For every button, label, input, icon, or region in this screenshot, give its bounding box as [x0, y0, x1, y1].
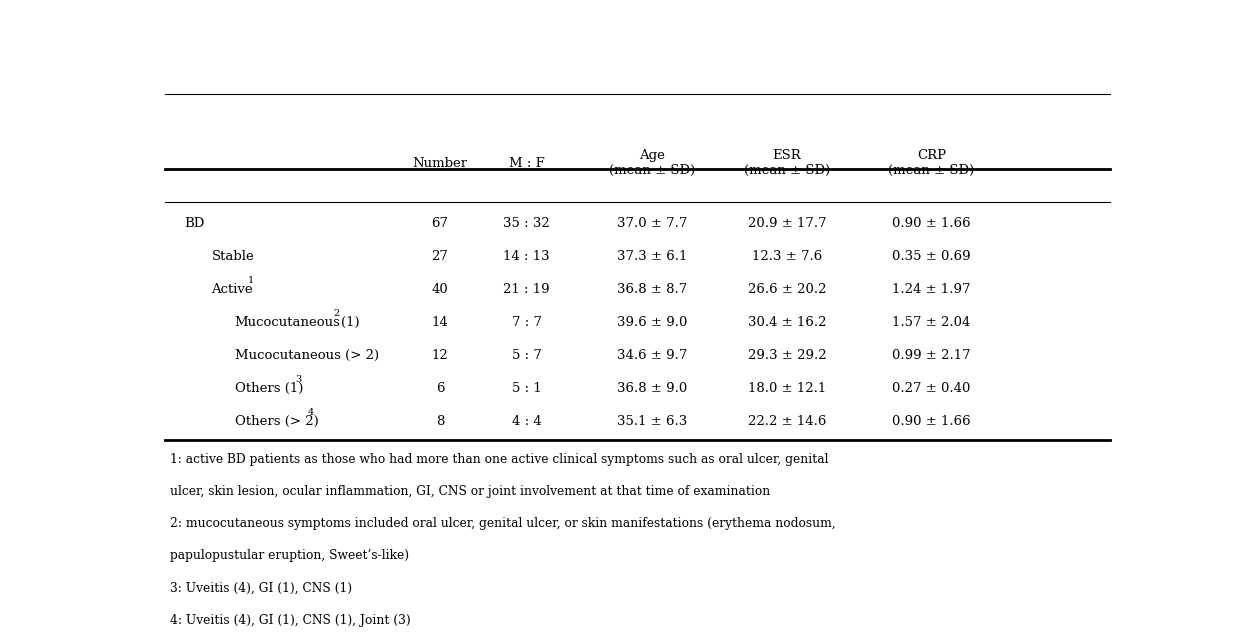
Text: 5 : 1: 5 : 1: [511, 381, 541, 395]
Text: 29.3 ± 29.2: 29.3 ± 29.2: [748, 349, 826, 362]
Text: 14: 14: [432, 316, 448, 329]
Text: Mucocutaneous: Mucocutaneous: [235, 316, 341, 329]
Text: Others (1): Others (1): [235, 381, 304, 395]
Text: 67: 67: [432, 217, 448, 230]
Text: Age
(mean ± SD): Age (mean ± SD): [608, 149, 695, 177]
Text: 8: 8: [435, 415, 444, 428]
Text: 4: 4: [307, 408, 313, 417]
Text: Active: Active: [211, 282, 253, 296]
Text: 35 : 32: 35 : 32: [504, 217, 550, 230]
Text: 1.24 ± 1.97: 1.24 ± 1.97: [892, 282, 970, 296]
Text: 21 : 19: 21 : 19: [504, 282, 550, 296]
Text: 1: active BD patients as those who had more than one active clinical symptoms su: 1: active BD patients as those who had m…: [170, 453, 829, 466]
Text: 14 : 13: 14 : 13: [504, 250, 550, 263]
Text: Mucocutaneous (> 2): Mucocutaneous (> 2): [235, 349, 378, 362]
Text: 0.35 ± 0.69: 0.35 ± 0.69: [892, 250, 970, 263]
Text: 6: 6: [435, 381, 444, 395]
Text: (1): (1): [341, 316, 360, 329]
Text: 18.0 ± 12.1: 18.0 ± 12.1: [748, 381, 826, 395]
Text: 4: Uveitis (4), GI (1), CNS (1), Joint (3): 4: Uveitis (4), GI (1), CNS (1), Joint (…: [170, 614, 411, 627]
Text: 0.90 ± 1.66: 0.90 ± 1.66: [892, 415, 970, 428]
Text: 20.9 ± 17.7: 20.9 ± 17.7: [748, 217, 826, 230]
Text: 37.0 ± 7.7: 37.0 ± 7.7: [617, 217, 687, 230]
Text: ESR
(mean ± SD): ESR (mean ± SD): [744, 149, 830, 177]
Text: 26.6 ± 20.2: 26.6 ± 20.2: [748, 282, 826, 296]
Text: 35.1 ± 6.3: 35.1 ± 6.3: [617, 415, 687, 428]
Text: 5 : 7: 5 : 7: [511, 349, 541, 362]
Text: 40: 40: [432, 282, 448, 296]
Text: Others (> 2): Others (> 2): [235, 415, 318, 428]
Text: 27: 27: [432, 250, 448, 263]
Text: 1: 1: [248, 276, 254, 285]
Text: Stable: Stable: [211, 250, 254, 263]
Text: 3: 3: [295, 375, 301, 384]
Text: 4 : 4: 4 : 4: [511, 415, 541, 428]
Text: 0.27 ± 0.40: 0.27 ± 0.40: [892, 381, 970, 395]
Text: 0.99 ± 2.17: 0.99 ± 2.17: [892, 349, 970, 362]
Text: 39.6 ± 9.0: 39.6 ± 9.0: [617, 316, 687, 329]
Text: 3: Uveitis (4), GI (1), CNS (1): 3: Uveitis (4), GI (1), CNS (1): [170, 582, 352, 595]
Text: BD: BD: [184, 217, 205, 230]
Text: 22.2 ± 14.6: 22.2 ± 14.6: [748, 415, 826, 428]
Text: 7 : 7: 7 : 7: [511, 316, 541, 329]
Text: Number: Number: [412, 156, 468, 170]
Text: M : F: M : F: [509, 156, 545, 170]
Text: CRP
(mean ± SD): CRP (mean ± SD): [888, 149, 975, 177]
Text: 30.4 ± 16.2: 30.4 ± 16.2: [748, 316, 826, 329]
Text: 0.90 ± 1.66: 0.90 ± 1.66: [892, 217, 970, 230]
Text: 1.57 ± 2.04: 1.57 ± 2.04: [892, 316, 970, 329]
Text: 36.8 ± 9.0: 36.8 ± 9.0: [617, 381, 687, 395]
Text: 34.6 ± 9.7: 34.6 ± 9.7: [617, 349, 687, 362]
Text: 36.8 ± 8.7: 36.8 ± 8.7: [617, 282, 687, 296]
Text: 37.3 ± 6.1: 37.3 ± 6.1: [617, 250, 687, 263]
Text: ulcer, skin lesion, ocular inflammation, GI, CNS or joint involvement at that ti: ulcer, skin lesion, ocular inflammation,…: [170, 485, 770, 498]
Text: papulopustular eruption, Sweet’s-like): papulopustular eruption, Sweet’s-like): [170, 549, 409, 563]
Text: 12: 12: [432, 349, 448, 362]
Text: 2: mucocutaneous symptoms included oral ulcer, genital ulcer, or skin manifestat: 2: mucocutaneous symptoms included oral …: [170, 517, 836, 530]
Text: 2: 2: [333, 309, 340, 318]
Text: 12.3 ± 7.6: 12.3 ± 7.6: [751, 250, 822, 263]
